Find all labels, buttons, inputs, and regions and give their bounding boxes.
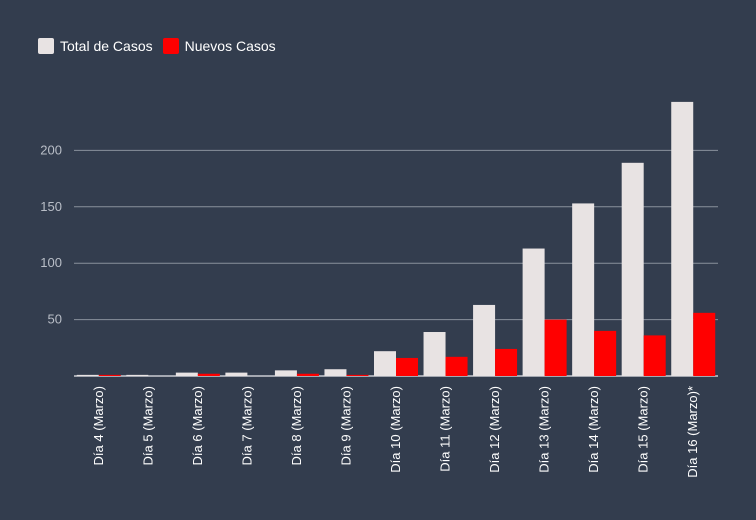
legend-swatch-total [38,38,54,54]
x-tick-label-2: Día 6 (Marzo) [190,386,205,465]
y-tick-label-150: 150 [40,199,62,214]
x-tick-label-0: Día 4 (Marzo) [91,386,106,465]
x-tick-label-5: Día 9 (Marzo) [338,386,353,465]
x-tick-label-12: Día 16 (Marzo)* [685,386,700,478]
bar-total-10 [572,203,595,376]
x-tick-label-1: Día 5 (Marzo) [140,386,155,465]
bar-total-0 [76,374,99,376]
legend-swatch-nuevos [162,38,179,54]
bar-total-2 [175,372,198,376]
bar-nuevos-10 [594,330,617,376]
x-tick-label-8: Día 12 (Marzo) [487,386,502,473]
x-tick-label-10: Día 14 (Marzo) [586,386,601,473]
bar-nuevos-5 [346,374,369,376]
x-tick-label-9: Día 13 (Marzo) [537,386,552,473]
bar-total-7 [423,332,446,376]
bar-total-6 [374,351,396,376]
bar-nuevos-6 [396,357,418,376]
bar-total-5 [324,369,347,376]
bar-nuevos-4 [296,373,319,376]
bar-nuevos-2 [197,373,220,376]
bar-total-11 [621,162,644,376]
legend-label-nuevos: Nuevos Casos [184,38,276,54]
legend: Total de Casos Nuevos Casos [38,38,276,54]
y-tick-label-200: 200 [40,142,62,157]
bar-nuevos-12 [693,312,716,376]
bar-total-3 [225,372,248,376]
x-tick-label-6: Día 10 (Marzo) [388,386,403,473]
bar-nuevos-11 [643,335,666,376]
x-tick-label-4: Día 8 (Marzo) [289,386,304,465]
bar-nuevos-8 [495,348,518,376]
bar-total-8 [473,304,496,376]
x-tick-label-3: Día 7 (Marzo) [239,386,254,465]
bar-total-12 [671,101,694,377]
bar-total-1 [126,374,149,376]
legend-label-total: Total de Casos [60,38,153,54]
y-tick-label-100: 100 [40,255,62,270]
bar-nuevos-7 [445,356,468,376]
legend-item-nuevos: Nuevos Casos [162,38,276,54]
y-tick-label-50: 50 [48,312,62,327]
bar-total-4 [274,370,297,376]
bar-nuevos-9 [544,319,567,376]
x-tick-label-11: Día 15 (Marzo) [636,386,651,473]
x-tick-label-7: Día 11 (Marzo) [438,386,453,472]
bar-nuevos-0 [98,374,121,376]
legend-item-total: Total de Casos [38,38,153,54]
bar-total-9 [522,248,545,376]
